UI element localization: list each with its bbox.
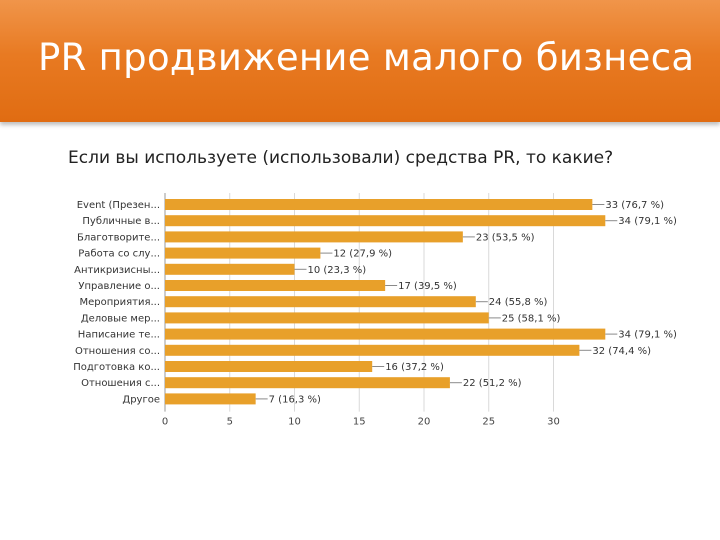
data-label: 24 (55,8 %) [489,297,548,308]
x-tick-label: 20 [418,417,431,428]
data-label: 25 (58,1 %) [502,313,561,324]
x-tick-label: 10 [288,417,301,428]
category-label: Благотворите... [77,232,160,243]
data-label: 22 (51,2 %) [463,378,522,389]
data-label: 33 (76,7 %) [605,200,664,211]
bar [165,361,373,372]
x-tick-label: 0 [162,417,168,428]
bar [165,296,476,308]
bar [165,328,606,340]
category-label: Управление о... [78,281,160,292]
bar [165,215,606,227]
bar [165,199,593,210]
bar [165,280,386,291]
category-label: Публичные в... [82,216,160,227]
category-label: Отношения со... [75,346,160,357]
bar [165,393,256,405]
category-label: Антикризисны... [74,265,160,276]
bar [165,312,489,324]
bar [165,344,580,356]
data-label: 32 (74,4 %) [592,346,651,357]
category-label: Деловые мер... [81,313,160,324]
category-label: Работа со слу... [78,249,160,260]
data-label: 12 (27,9 %) [333,249,392,260]
category-label: Подготовка ко... [73,362,160,373]
slide-title: PR продвижение малого бизнеса [38,36,695,79]
data-label: 23 (53,5 %) [476,232,535,243]
category-label: Отношения с... [81,378,160,389]
category-label: Event (Презен... [77,200,160,211]
category-label: Мероприятия... [79,297,160,308]
data-label: 17 (39,5 %) [398,281,457,292]
bar [165,377,450,389]
data-label: 34 (79,1 %) [618,216,677,227]
x-tick-label: 5 [227,417,233,428]
x-tick-label: 15 [353,417,366,428]
data-label: 16 (37,2 %) [385,362,444,373]
slide-header: PR продвижение малого бизнеса [0,0,720,122]
x-tick-label: 25 [482,417,495,428]
category-label: Другое [122,394,160,405]
bar [165,231,463,243]
bar [165,247,321,259]
bar [165,263,295,275]
data-label: 7 (16,3 %) [269,394,321,405]
category-label: Написание те... [78,330,160,341]
chart-title: Если вы используете (использовали) средс… [68,148,614,168]
data-label: 34 (79,1 %) [618,330,677,341]
x-tick-label: 30 [547,417,560,428]
data-label: 10 (23,3 %) [308,265,367,276]
